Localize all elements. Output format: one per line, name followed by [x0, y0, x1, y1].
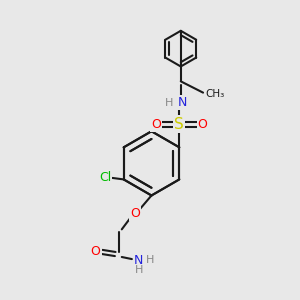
Text: O: O: [130, 207, 140, 220]
Text: O: O: [197, 118, 207, 130]
Text: Cl: Cl: [99, 171, 111, 184]
Text: O: O: [151, 118, 161, 130]
Text: N: N: [178, 96, 188, 109]
Text: S: S: [174, 117, 184, 132]
Text: N: N: [134, 254, 143, 267]
Text: H: H: [134, 266, 143, 275]
Text: H: H: [165, 98, 173, 108]
Text: CH₃: CH₃: [206, 89, 225, 99]
Text: H: H: [146, 255, 154, 265]
Text: O: O: [91, 245, 100, 258]
